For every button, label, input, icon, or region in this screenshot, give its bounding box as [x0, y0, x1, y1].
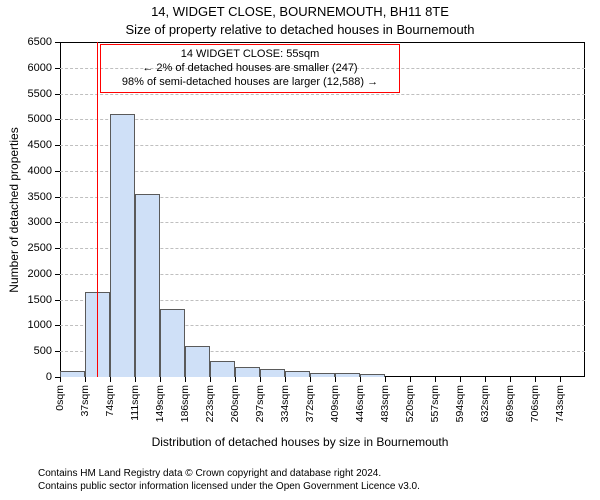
x-tick-label: 706sqm: [529, 385, 541, 422]
x-tick-mark: [160, 377, 161, 382]
x-tick-label: 0sqm: [54, 385, 66, 411]
footer-line-1: Contains HM Land Registry data © Crown c…: [38, 468, 420, 481]
y-tick-label: 3500: [0, 191, 52, 203]
gridline: [60, 119, 585, 120]
x-tick-label: 372sqm: [304, 385, 316, 422]
y-tick-label: 3000: [0, 216, 52, 228]
x-tick-mark: [135, 377, 136, 382]
x-tick-label: 334sqm: [279, 385, 291, 422]
histogram-bar: [185, 346, 210, 377]
x-tick-label: 297sqm: [254, 385, 266, 422]
y-tick-label: 4500: [0, 139, 52, 151]
x-tick-mark: [385, 377, 386, 382]
y-tick-label: 4000: [0, 165, 52, 177]
x-tick-label: 74sqm: [104, 385, 116, 417]
x-tick-mark: [360, 377, 361, 382]
histogram-bar: [110, 114, 135, 377]
x-tick-mark: [85, 377, 86, 382]
histogram-bar: [285, 371, 311, 377]
y-tick-label: 6500: [0, 36, 52, 48]
gridline: [60, 94, 585, 95]
x-tick-label: 409sqm: [329, 385, 341, 422]
x-tick-mark: [60, 377, 61, 382]
histogram-bar: [310, 373, 335, 377]
x-tick-label: 149sqm: [154, 385, 166, 422]
x-tick-mark: [185, 377, 186, 382]
x-tick-mark: [110, 377, 111, 382]
footer-line-2: Contains public sector information licen…: [38, 481, 420, 494]
gridline: [60, 145, 585, 146]
histogram-bar: [210, 361, 235, 377]
y-tick-label: 2500: [0, 242, 52, 254]
x-tick-mark: [460, 377, 461, 382]
x-tick-label: 260sqm: [229, 385, 241, 422]
reference-line: [97, 42, 98, 377]
title-line-1: 14, WIDGET CLOSE, BOURNEMOUTH, BH11 8TE: [0, 4, 600, 19]
x-tick-label: 557sqm: [429, 385, 441, 422]
y-tick-label: 5500: [0, 88, 52, 100]
x-tick-mark: [485, 377, 486, 382]
histogram-bar: [260, 369, 285, 377]
x-tick-label: 632sqm: [479, 385, 491, 422]
x-tick-mark: [510, 377, 511, 382]
x-tick-label: 669sqm: [504, 385, 516, 422]
reference-callout: 14 WIDGET CLOSE: 55sqm ← 2% of detached …: [100, 44, 400, 93]
x-tick-mark: [260, 377, 261, 382]
gridline: [60, 171, 585, 172]
x-tick-label: 111sqm: [129, 385, 141, 421]
x-tick-label: 223sqm: [204, 385, 216, 422]
x-axis-label: Distribution of detached houses by size …: [0, 435, 600, 449]
x-tick-mark: [310, 377, 311, 382]
x-tick-label: 186sqm: [179, 385, 191, 422]
y-tick-label: 6000: [0, 62, 52, 74]
histogram-bar: [135, 194, 161, 377]
x-tick-mark: [535, 377, 536, 382]
histogram-bar: [160, 309, 185, 377]
y-tick-label: 1500: [0, 294, 52, 306]
y-tick-label: 500: [0, 345, 52, 357]
histogram-bar: [60, 371, 85, 377]
callout-line-3: 98% of semi-detached houses are larger (…: [107, 76, 393, 90]
footer-attribution: Contains HM Land Registry data © Crown c…: [38, 468, 420, 493]
x-tick-mark: [435, 377, 436, 382]
y-tick-label: 1000: [0, 319, 52, 331]
x-tick-mark: [410, 377, 411, 382]
x-tick-mark: [335, 377, 336, 382]
histogram-bar: [235, 367, 260, 377]
callout-line-2: ← 2% of detached houses are smaller (247…: [107, 62, 393, 76]
x-tick-label: 37sqm: [79, 385, 91, 417]
y-tick-label: 2000: [0, 268, 52, 280]
x-tick-label: 520sqm: [404, 385, 416, 422]
y-tick-label: 5000: [0, 113, 52, 125]
x-tick-label: 446sqm: [354, 385, 366, 422]
histogram-bar: [360, 374, 385, 377]
x-tick-label: 743sqm: [554, 385, 566, 422]
y-tick-label: 0: [0, 371, 52, 383]
x-tick-mark: [560, 377, 561, 382]
x-tick-mark: [210, 377, 211, 382]
x-tick-label: 594sqm: [454, 385, 466, 422]
title-line-2: Size of property relative to detached ho…: [0, 22, 600, 37]
x-tick-label: 483sqm: [379, 385, 391, 422]
histogram-bar: [335, 373, 360, 377]
x-tick-mark: [285, 377, 286, 382]
y-tick-mark: [55, 42, 60, 43]
x-tick-mark: [235, 377, 236, 382]
callout-line-1: 14 WIDGET CLOSE: 55sqm: [107, 48, 393, 62]
